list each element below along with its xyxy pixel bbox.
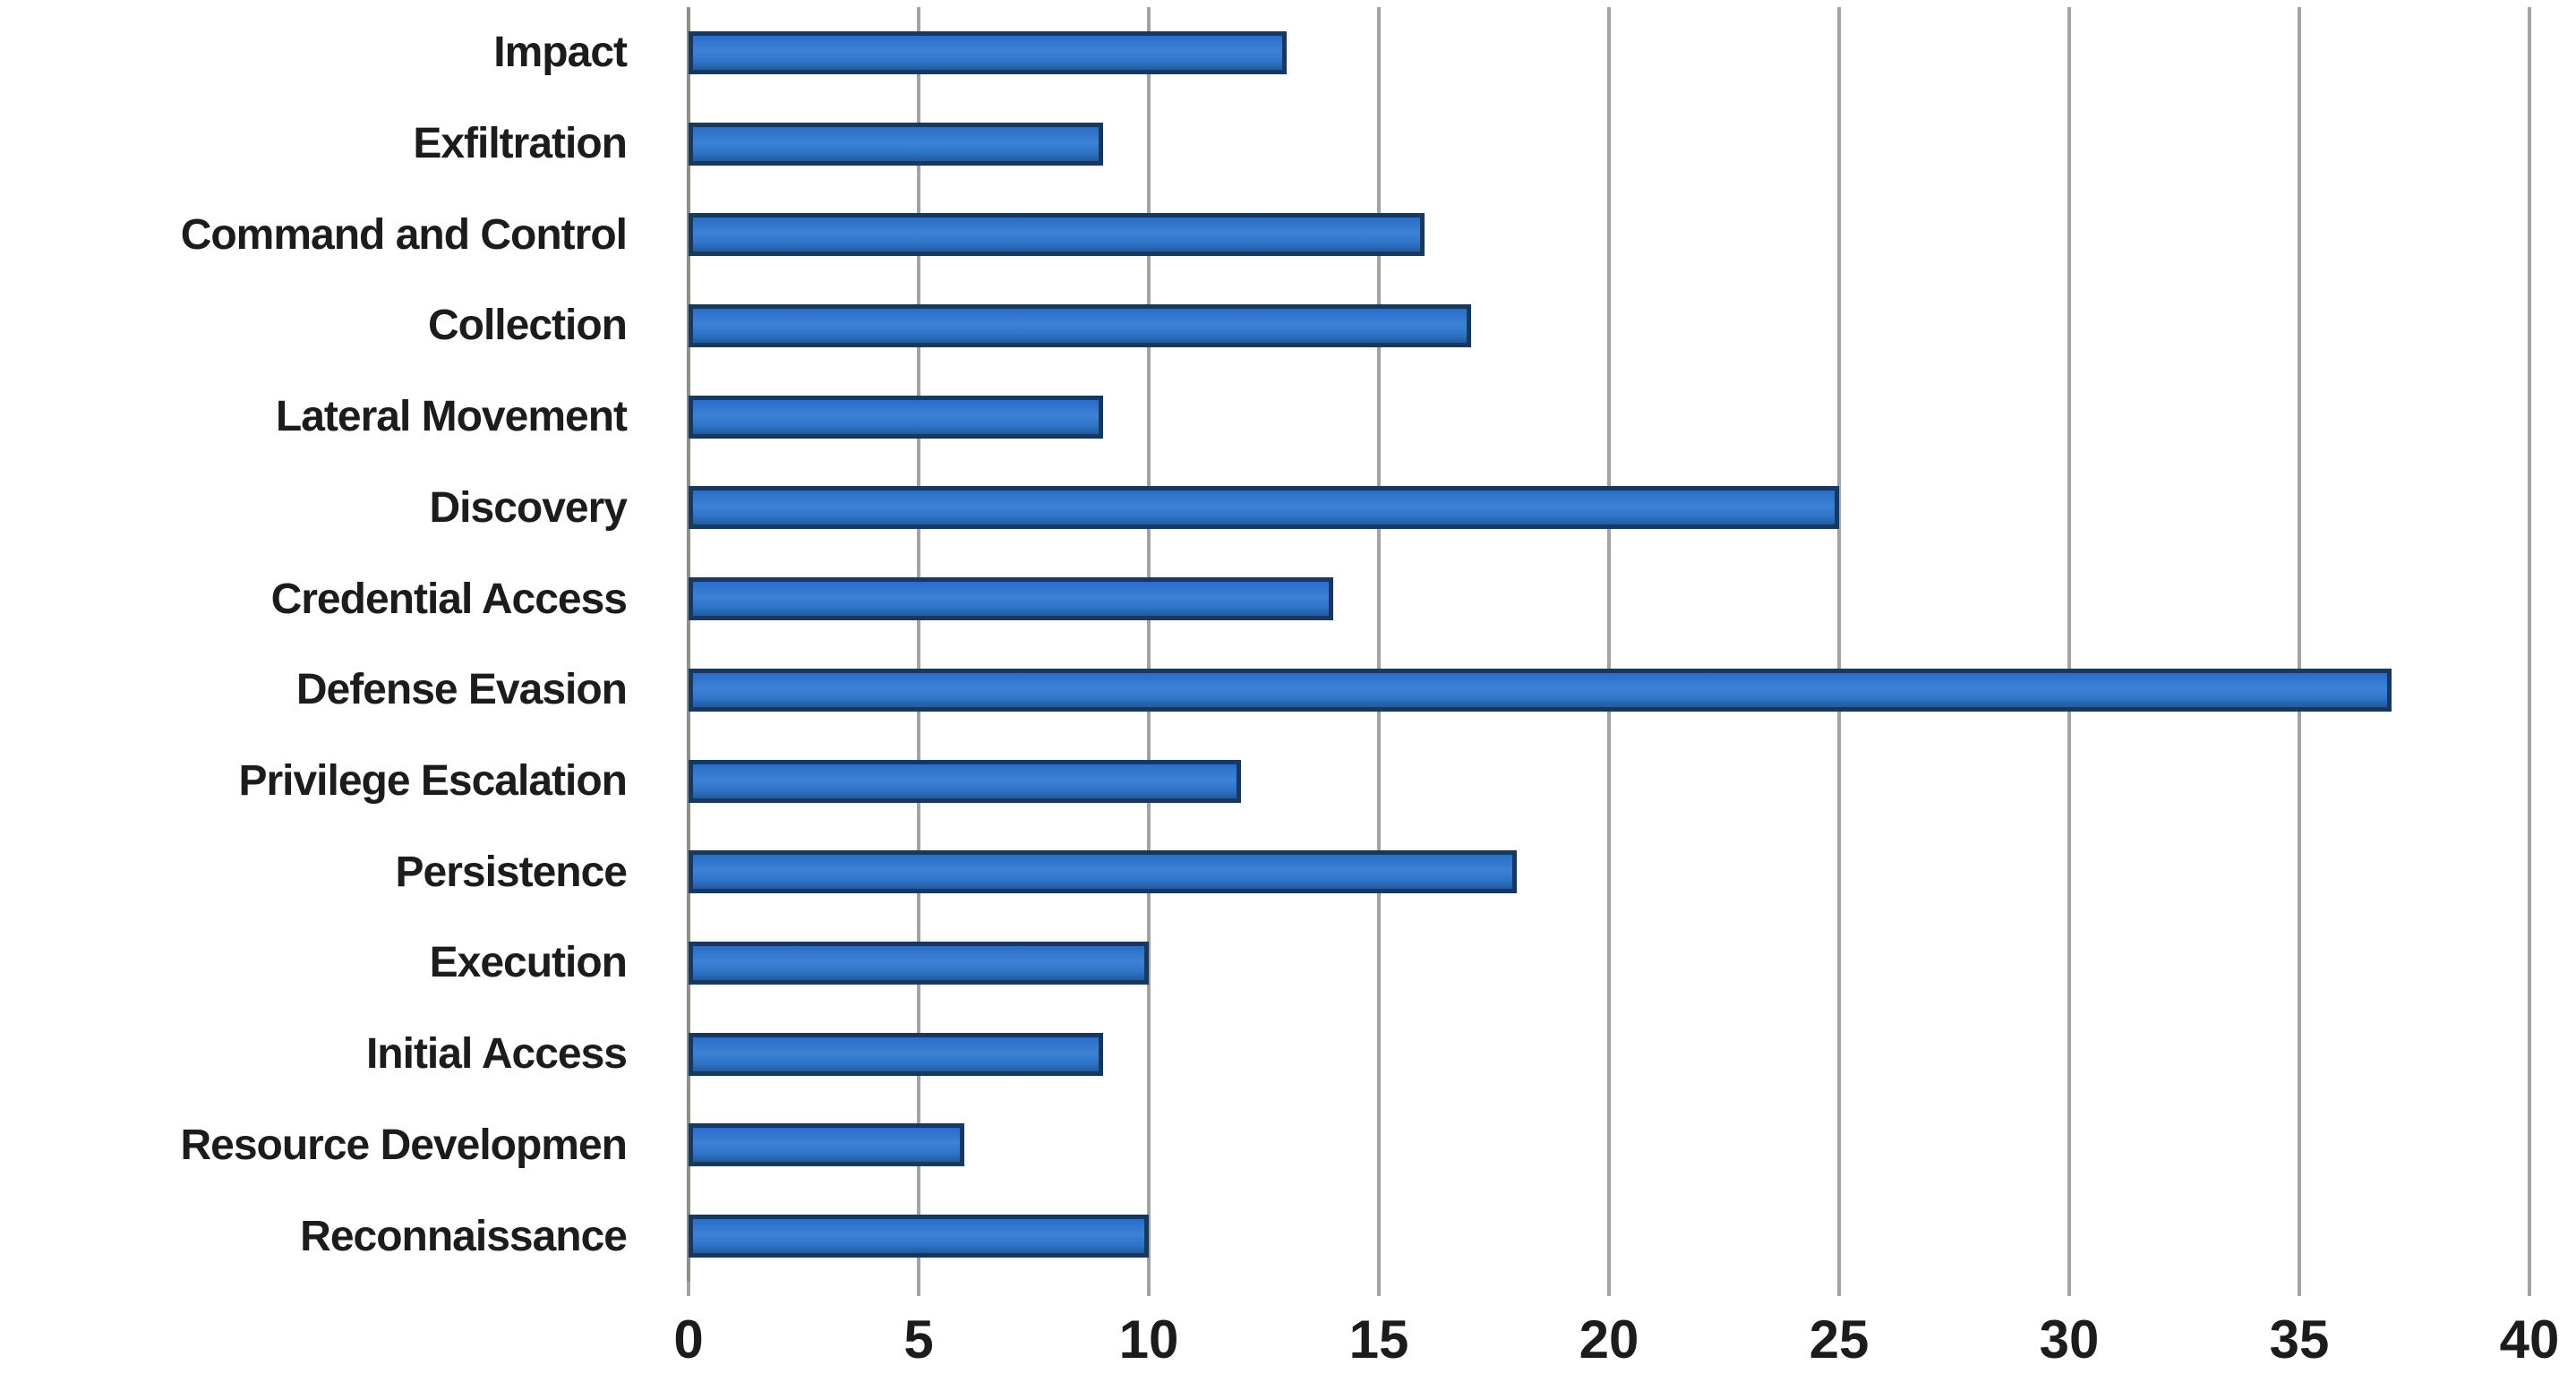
bar xyxy=(689,759,1241,803)
bar-row xyxy=(689,553,2529,644)
gridline xyxy=(1377,7,1381,1282)
bar-row xyxy=(689,917,2529,1009)
axis-tick xyxy=(1147,1282,1151,1296)
bar-row xyxy=(689,98,2529,190)
axis-tick xyxy=(1837,1282,1841,1296)
x-tick-label: 10 xyxy=(1118,1309,1179,1369)
bar xyxy=(689,1032,1103,1076)
x-tick-label: 40 xyxy=(2499,1309,2560,1369)
bar-row xyxy=(689,280,2529,371)
bar-row xyxy=(689,371,2529,463)
category-label: Collection xyxy=(427,302,628,350)
bar xyxy=(689,122,1103,166)
gridline xyxy=(2528,7,2531,1282)
category-label: Reconnaissance xyxy=(300,1212,628,1260)
x-tick-label: 15 xyxy=(1348,1309,1409,1369)
axis-tick xyxy=(917,1282,920,1296)
bar xyxy=(689,577,1333,621)
axis-tick xyxy=(2067,1282,2071,1296)
category-label: Discovery xyxy=(429,483,628,532)
bar xyxy=(689,303,1471,347)
bar-row xyxy=(689,1009,2529,1100)
category-label: Initial Access xyxy=(365,1030,628,1079)
bar-row xyxy=(689,189,2529,280)
bar-row xyxy=(689,644,2529,736)
category-label: Execution xyxy=(429,939,628,987)
category-label: Persistence xyxy=(395,848,628,896)
category-label: Impact xyxy=(493,29,628,77)
x-tick-label: 30 xyxy=(2039,1309,2100,1369)
bar xyxy=(689,850,1518,894)
x-tick-label: 20 xyxy=(1579,1309,1639,1369)
bar xyxy=(689,1215,1149,1258)
bar xyxy=(689,486,1839,530)
axis-tick xyxy=(2298,1282,2301,1296)
bar xyxy=(689,213,1425,257)
x-tick-label: 35 xyxy=(2269,1309,2330,1369)
category-axis: Impact Exfiltration Command and Control Col… xyxy=(0,7,628,1282)
bar xyxy=(689,30,1288,74)
category-label: Defense Evasion xyxy=(295,666,628,714)
category-label: Command and Control xyxy=(180,210,628,259)
category-label: Credential Access xyxy=(270,575,628,623)
category-label: Lateral Movement xyxy=(275,393,628,441)
bar-row xyxy=(689,1190,2529,1282)
category-axis-line xyxy=(687,7,690,1282)
gridline xyxy=(917,7,920,1282)
x-tick-label: 25 xyxy=(1809,1309,1870,1369)
axis-tick xyxy=(1607,1282,1611,1296)
bar-row xyxy=(689,7,2529,98)
bar-row xyxy=(689,826,2529,917)
bar xyxy=(689,668,2392,712)
axis-tick xyxy=(2528,1282,2531,1296)
bar-row xyxy=(689,736,2529,827)
gridline xyxy=(1147,7,1151,1282)
category-label: Resource Developmen xyxy=(180,1121,628,1169)
category-label: Privilege Escalation xyxy=(238,757,628,806)
gridline xyxy=(2298,7,2301,1282)
bar xyxy=(689,395,1103,439)
axis-tick xyxy=(1377,1282,1381,1296)
axis-tick xyxy=(687,1282,690,1296)
bar-row xyxy=(689,463,2529,554)
plot-area xyxy=(687,7,2531,1296)
gridline xyxy=(1837,7,1841,1282)
x-tick-label: 0 xyxy=(673,1309,704,1369)
bar xyxy=(689,941,1149,985)
x-tick-label: 5 xyxy=(903,1309,934,1369)
value-axis: 0 5 10 15 20 25 30 35 40 xyxy=(673,1309,2559,1389)
bar xyxy=(689,1123,965,1167)
category-label: Exfiltration xyxy=(413,120,628,168)
gridline xyxy=(1607,7,1611,1282)
bar-row xyxy=(689,1100,2529,1191)
gridline xyxy=(2067,7,2071,1282)
